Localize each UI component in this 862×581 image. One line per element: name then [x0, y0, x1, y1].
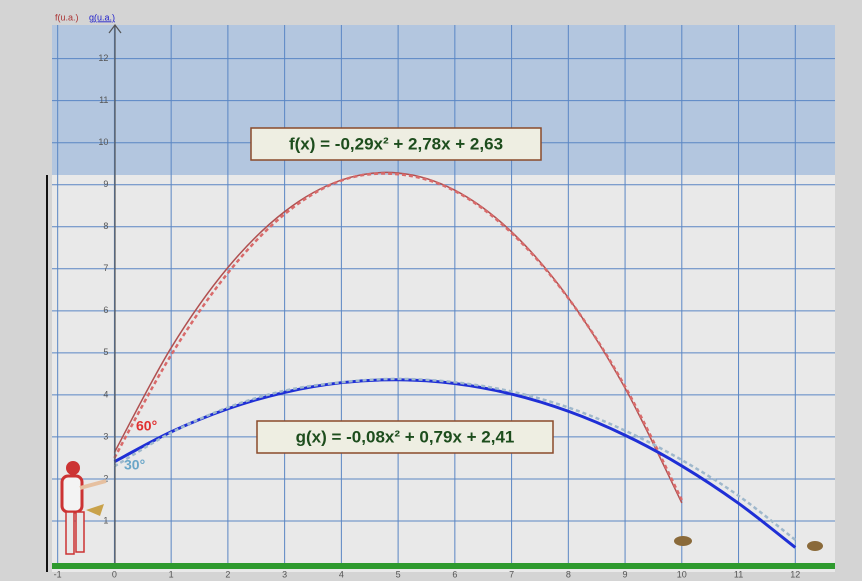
ground-region	[52, 175, 835, 572]
x-tick-label: 2	[225, 569, 230, 579]
y-tick-label: 5	[103, 347, 108, 357]
y-tick-label: 10	[98, 137, 108, 147]
ball-mark	[674, 536, 692, 546]
player	[60, 461, 107, 555]
x-tick-label: 10	[677, 569, 687, 579]
axis-label-g: g(u.a.)	[89, 12, 115, 22]
x-tick-label: 5	[396, 569, 401, 579]
x-tick-label: 6	[452, 569, 457, 579]
annotations: f(x) = -0,29x² + 2,78x + 2,63 g(x) = -0,0…	[124, 127, 554, 473]
x-tick-label: 1	[169, 569, 174, 579]
x-tick-label: 11	[734, 569, 743, 579]
x-tick-label: -1	[54, 569, 62, 579]
y-tick-label: 2	[103, 473, 108, 483]
curves	[113, 171, 797, 549]
y-tick-label: 8	[103, 221, 108, 231]
x-tick-label: 4	[339, 569, 344, 579]
y-axis-arrow	[108, 24, 122, 34]
x-tick-label: 9	[623, 569, 628, 579]
y-tick-label: 6	[103, 305, 108, 315]
equation-box	[250, 127, 542, 161]
angle-label: 60°	[136, 418, 157, 434]
x-tick-label: 12	[790, 569, 800, 579]
x-axis-ground	[52, 563, 835, 569]
y-tick-label: 3	[103, 431, 108, 441]
axis-label-f: f(u.a.)	[55, 12, 79, 22]
x-tick-label: 0	[112, 569, 117, 579]
x-tick-label: 7	[509, 569, 514, 579]
curve	[113, 172, 683, 501]
y-tick-label: 9	[103, 179, 108, 189]
ball-mark	[807, 541, 823, 551]
y-tick-label: 7	[103, 263, 108, 273]
y-tick-label: 1	[103, 515, 108, 525]
y-tick-label: 12	[98, 53, 108, 63]
x-tick-label: 3	[282, 569, 287, 579]
x-tick-label: 8	[566, 569, 571, 579]
equation-label: g(x) = -0,08x² + 0,79x + 2,41	[296, 427, 515, 446]
y-tick-label: 11	[99, 95, 108, 105]
y-tick-label: 4	[103, 389, 108, 399]
angle-label: 30°	[124, 457, 145, 473]
curve	[113, 377, 797, 541]
equation-box	[256, 420, 554, 454]
equation-label: f(x) = -0,29x² + 2,78x + 2,63	[289, 134, 503, 153]
